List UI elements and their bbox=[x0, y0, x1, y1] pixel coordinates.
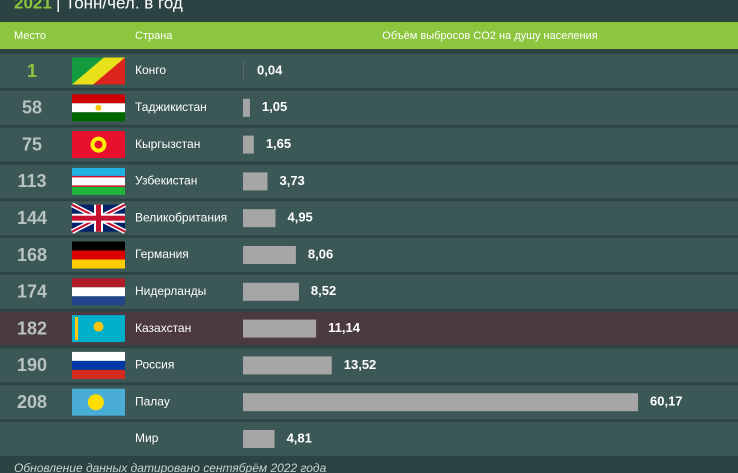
flag-stripe bbox=[72, 369, 125, 379]
rank: 58 bbox=[22, 98, 42, 118]
flag-line bbox=[72, 185, 125, 187]
flag-ornament bbox=[75, 317, 78, 341]
flag-cross bbox=[96, 204, 101, 232]
rank: 113 bbox=[17, 171, 46, 191]
flag-stripe bbox=[72, 94, 125, 104]
row: 182 Казахстан 11,14 bbox=[0, 311, 738, 346]
value-label: 13,52 bbox=[344, 357, 377, 372]
flag-stripe bbox=[72, 287, 125, 297]
bar bbox=[243, 319, 317, 338]
rank: 190 bbox=[17, 355, 47, 375]
value-label: 60,17 bbox=[650, 394, 683, 409]
flag-line bbox=[72, 175, 125, 178]
value-label: 4,81 bbox=[287, 430, 312, 445]
country: Палау bbox=[135, 394, 170, 408]
value-label: 8,06 bbox=[308, 246, 333, 261]
bar bbox=[243, 246, 296, 264]
flag-part bbox=[72, 57, 104, 85]
row: 168 Германия 8,06 bbox=[0, 238, 738, 272]
row: Мир 4,81 bbox=[0, 422, 738, 456]
bar bbox=[243, 282, 299, 301]
value-label: 3,73 bbox=[279, 173, 304, 188]
value-label: 1,65 bbox=[266, 136, 291, 151]
country: Россия bbox=[135, 358, 174, 372]
bar bbox=[243, 393, 638, 412]
bar bbox=[243, 209, 276, 228]
country: Казахстан bbox=[135, 321, 191, 335]
row-background bbox=[0, 422, 738, 456]
flag-emblem bbox=[95, 104, 102, 111]
flag-stripe bbox=[72, 185, 125, 195]
flag-stripe bbox=[72, 241, 125, 251]
flag-stripe bbox=[72, 296, 125, 306]
row: 208 Палау 60,17 bbox=[0, 385, 738, 420]
country: Германия bbox=[135, 247, 189, 261]
row: 1 Конго 0,04 bbox=[0, 54, 738, 88]
flag-stripe bbox=[72, 351, 125, 361]
chart-title: | Тонн/чел. в год bbox=[56, 0, 183, 12]
flag-emblem bbox=[93, 321, 104, 332]
country: Нидерланды bbox=[135, 284, 206, 298]
country: Мир bbox=[135, 431, 159, 445]
rank: 75 bbox=[22, 134, 42, 154]
flag-stripe bbox=[72, 176, 125, 186]
flag-stripe bbox=[72, 278, 125, 288]
column-header: Страна bbox=[135, 30, 173, 42]
row: 174 Нидерланды 8,52 bbox=[0, 274, 738, 309]
flag-stripe bbox=[72, 360, 125, 370]
row: 190 Россия 13,52 bbox=[0, 348, 738, 383]
flag-emblem bbox=[87, 394, 104, 411]
flag-stripe bbox=[72, 112, 125, 122]
value-label: 8,52 bbox=[311, 283, 336, 298]
rank: 168 bbox=[17, 245, 47, 265]
bar bbox=[243, 98, 250, 117]
row: 75 Кыргызстан 1,65 bbox=[0, 127, 738, 162]
rank: 174 bbox=[17, 282, 47, 302]
bar bbox=[243, 172, 268, 191]
rank: 144 bbox=[17, 208, 47, 228]
row: 113 Узбекистан 3,73 bbox=[0, 164, 738, 199]
footnote: Обновление данных датировано сентябрём 2… bbox=[14, 461, 327, 473]
country: Таджикистан bbox=[135, 100, 207, 114]
country: Великобритания bbox=[135, 210, 227, 224]
header-bar bbox=[0, 22, 738, 49]
country: Узбекистан bbox=[135, 174, 197, 188]
bar bbox=[243, 356, 332, 375]
country: Конго bbox=[135, 63, 166, 77]
value-label: 11,14 bbox=[328, 320, 361, 335]
value-label: 0,04 bbox=[257, 62, 283, 77]
bar bbox=[243, 135, 254, 154]
flag-emblem bbox=[94, 140, 103, 149]
flag-stripe bbox=[72, 167, 125, 177]
rank: 182 bbox=[17, 318, 47, 338]
row: 144 Великобритания 4,95 bbox=[0, 201, 738, 236]
flag-part bbox=[93, 57, 125, 85]
value-label: 4,95 bbox=[287, 210, 312, 225]
value-label: 1,05 bbox=[262, 99, 287, 114]
column-header: Объём выбросов CO2 на душу населения bbox=[382, 30, 597, 42]
row: 58 Таджикистан 1,05 bbox=[0, 90, 738, 125]
country: Кыргызстан bbox=[135, 137, 200, 151]
flag-stripe bbox=[72, 259, 125, 269]
flag-stripe bbox=[72, 250, 125, 260]
rank: 1 bbox=[27, 61, 37, 81]
year: 2021 bbox=[14, 0, 52, 12]
rank: 208 bbox=[17, 392, 47, 412]
bar bbox=[243, 430, 275, 448]
column-header: Место bbox=[14, 30, 46, 42]
